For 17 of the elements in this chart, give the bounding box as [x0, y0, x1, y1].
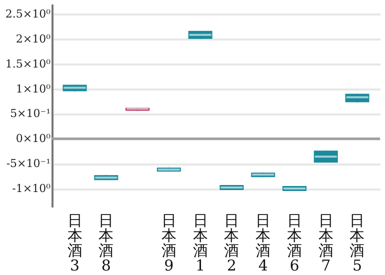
x-tick-label: 日本酒8 [98, 212, 114, 274]
x-tick-label: 日本酒7 [318, 212, 334, 274]
y-tick-label: 2.5×10⁰ [5, 7, 52, 20]
x-tick-label: 日本酒4 [256, 212, 271, 274]
x-tick-label: 日本酒1 [192, 212, 208, 274]
y-tick-label: 5×10⁻¹ [10, 107, 50, 120]
x-tick-label: 日本酒5 [350, 212, 365, 274]
y-tick-label: 0×10⁰ [16, 132, 52, 146]
x-tick-label: 日本酒3 [67, 212, 82, 274]
y-tick-label: 1×10⁰ [16, 82, 52, 96]
y-tick-label: -5×10⁻¹ [6, 157, 50, 170]
y-tick-label: -1×10⁰ [12, 182, 52, 196]
x-tick-label: 日本酒9 [161, 212, 176, 274]
y-tick-label: 2×10⁰ [16, 32, 52, 46]
y-tick-label: 1.5×10⁰ [5, 57, 52, 70]
x-tick-label: 日本酒6 [286, 212, 302, 274]
x-tick-label: 日本酒2 [224, 212, 240, 274]
